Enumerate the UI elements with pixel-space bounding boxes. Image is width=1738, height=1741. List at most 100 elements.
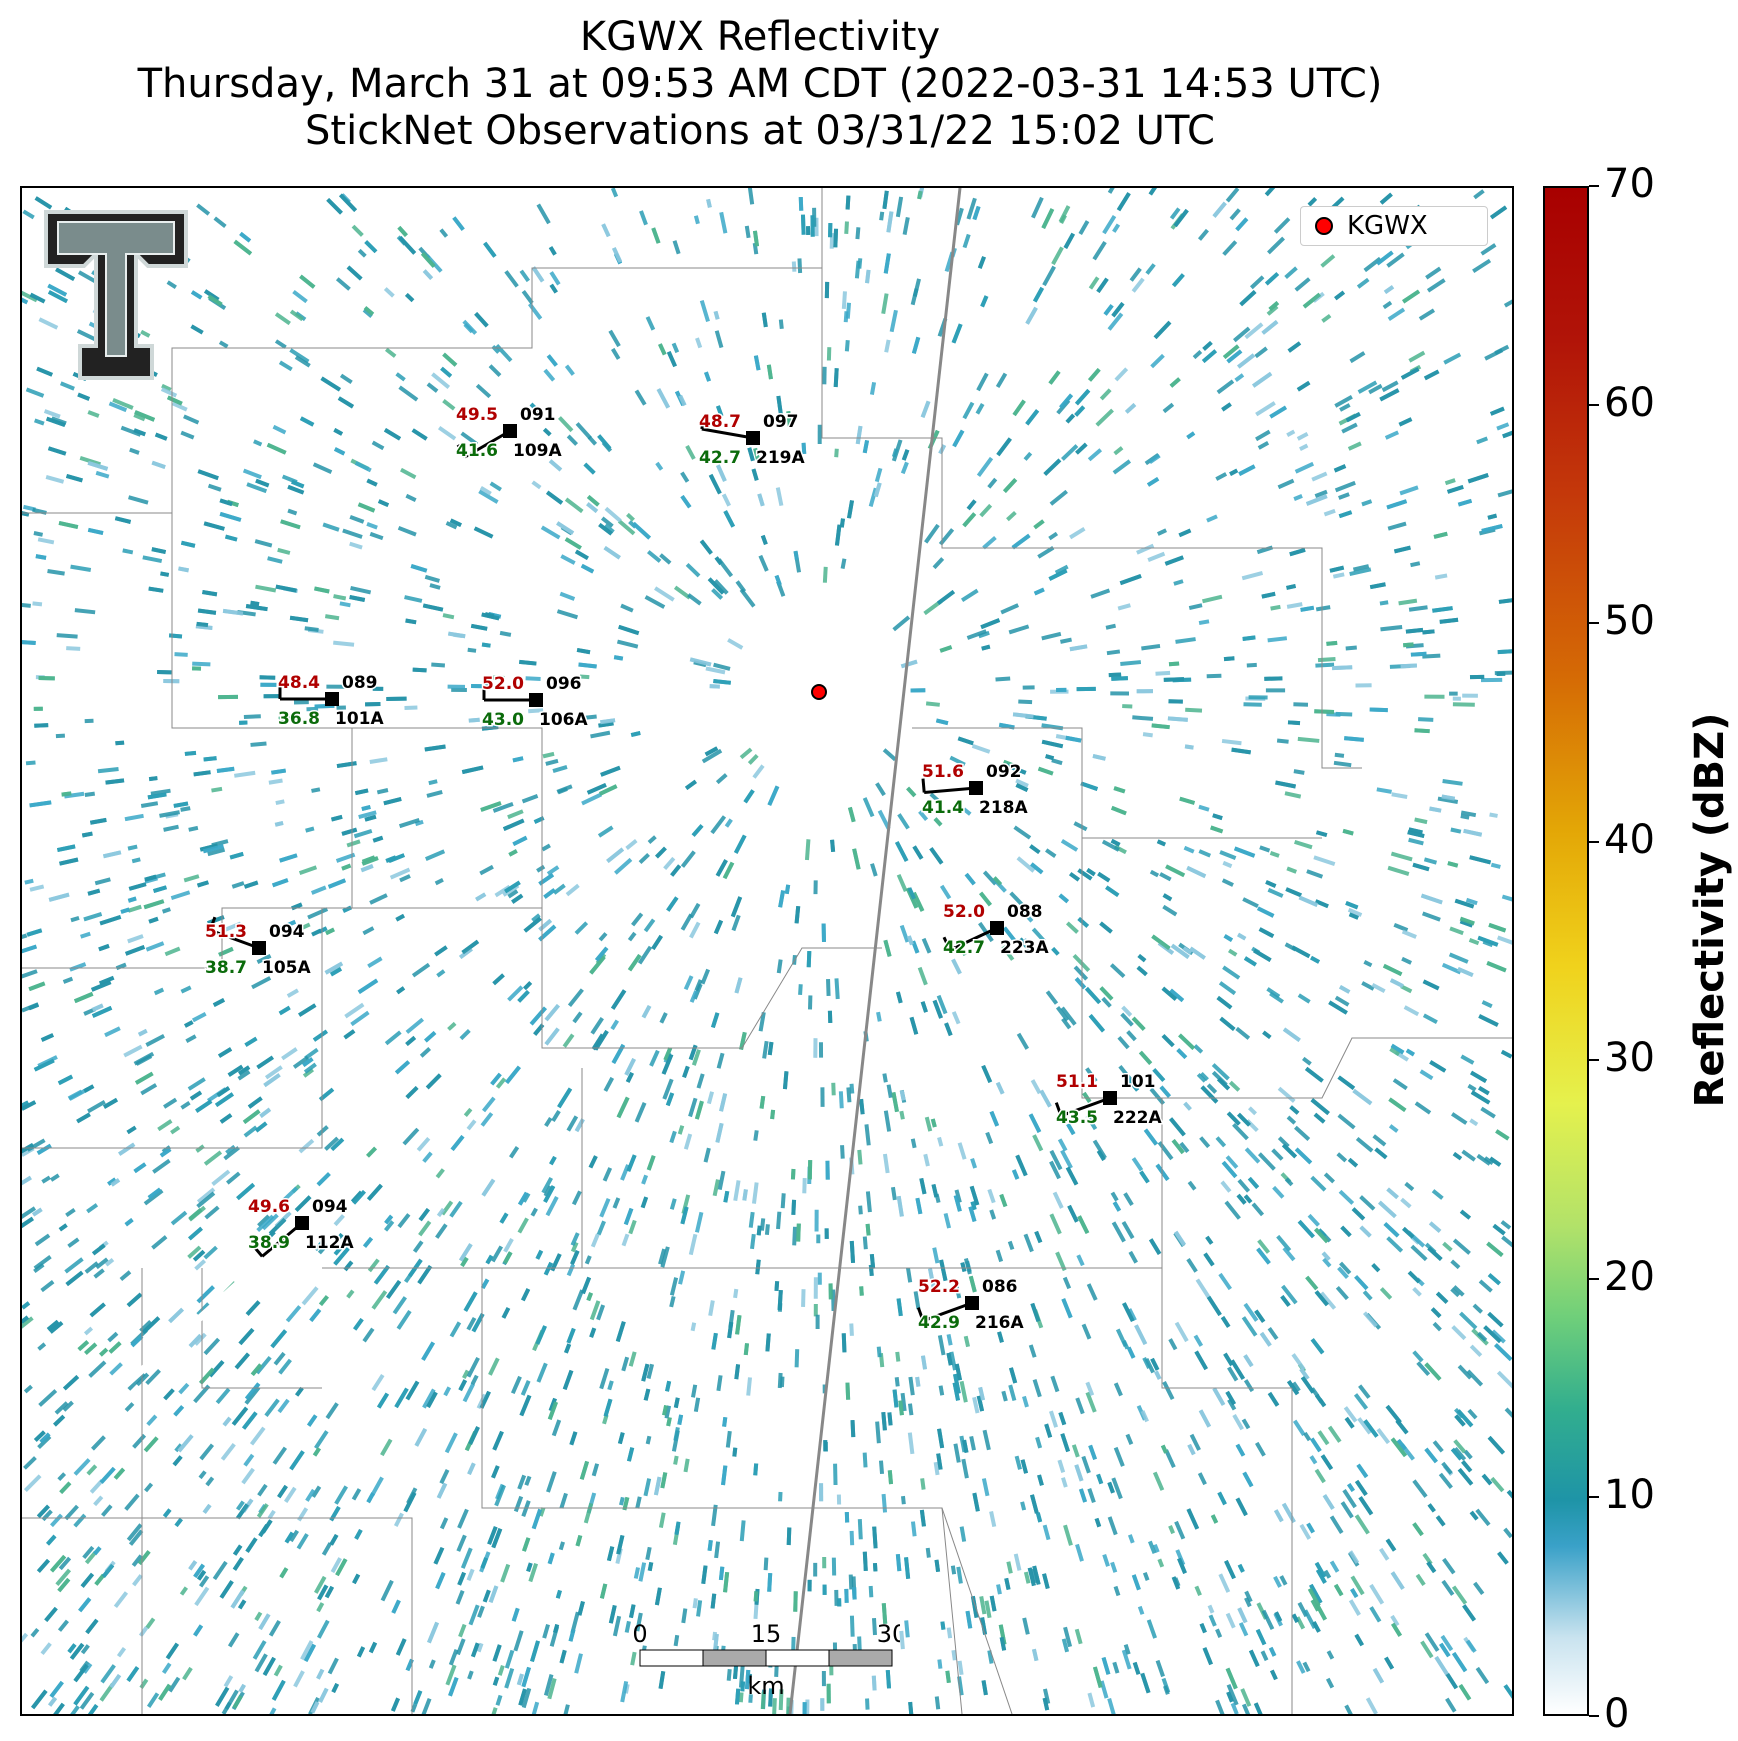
station-dewpoint: 38.9 — [248, 1233, 290, 1253]
station-101A[interactable]: 48.4 089 36.8 101A — [277, 672, 386, 731]
station-marker — [252, 941, 266, 955]
station-wind-dir: 094 — [269, 922, 305, 942]
station-id: 216A — [975, 1313, 1024, 1333]
station-temp: 48.7 — [699, 412, 741, 432]
colorbar-tick-label: 0 — [1604, 1691, 1630, 1737]
title-line-2: Thursday, March 31 at 09:53 AM CDT (2022… — [137, 61, 1383, 107]
station-dewpoint: 36.8 — [278, 709, 320, 729]
station-marker — [1103, 1091, 1117, 1105]
highway-line — [788, 188, 962, 1714]
station-219A[interactable]: 48.7 097 42.7 219A — [698, 411, 807, 470]
station-id: 222A — [1113, 1108, 1162, 1128]
station-109A[interactable]: 49.5 091 41.6 109A — [455, 404, 564, 463]
wind-barb-flag — [921, 778, 926, 793]
colorbar-tick-mark — [1589, 403, 1599, 406]
station-marker — [529, 693, 543, 707]
colorbar-title: Reflectivity (dBZ) — [1687, 712, 1733, 1108]
station-temp: 52.0 — [482, 674, 524, 694]
colorbar-tick-mark — [1589, 622, 1599, 625]
station-marker — [965, 1296, 979, 1310]
station-dewpoint: 42.7 — [943, 938, 985, 958]
station-id: 219A — [756, 448, 805, 468]
wind-barb — [949, 926, 998, 952]
colorbar-tick-label: 20 — [1604, 1253, 1655, 1300]
station-temp: 51.3 — [205, 922, 247, 942]
station-id: 109A — [513, 441, 562, 461]
station-id: 105A — [262, 958, 311, 978]
colorbar-tick-label: 10 — [1604, 1472, 1655, 1519]
station-wind-dir: 091 — [520, 405, 556, 425]
county-borders — [22, 188, 1512, 1714]
wind-barb — [701, 427, 754, 440]
station-temp: 52.2 — [918, 1277, 960, 1297]
station-id: 218A — [979, 798, 1028, 818]
wind-barb — [464, 429, 511, 459]
colorbar-tick-mark — [1589, 1496, 1599, 1499]
station-216A[interactable]: 52.2 086 42.9 216A — [916, 1276, 1026, 1335]
station-id: 101A — [335, 709, 384, 729]
station-wind-dir: 088 — [1007, 902, 1043, 922]
map-title: KGWX Reflectivity Thursday, March 31 at … — [0, 14, 1520, 155]
wind-barb-flag — [456, 444, 467, 458]
station-temp: 49.5 — [456, 405, 498, 425]
scale-tick-30: 30 — [877, 1620, 900, 1648]
station-wind-dir: 096 — [546, 674, 582, 694]
station-222A[interactable]: 51.1 101 43.5 222A — [1055, 1071, 1164, 1130]
station-dewpoint: 43.5 — [1056, 1108, 1098, 1128]
station-106A[interactable]: 52.0 096 43.0 106A — [481, 673, 590, 732]
wind-barb-flag — [208, 916, 217, 931]
station-marker — [295, 1216, 309, 1230]
colorbar-tick-label: 70 — [1604, 161, 1655, 207]
colorbar-tick-mark — [1589, 840, 1599, 843]
wind-barb-flag — [700, 414, 706, 430]
station-marker — [503, 424, 517, 438]
colorbar-tick-mark — [1589, 1277, 1599, 1280]
wind-barb — [922, 1301, 973, 1323]
station-marker — [746, 431, 760, 445]
wind-barb — [1060, 1096, 1111, 1118]
station-temp: 52.0 — [943, 902, 985, 922]
station-temp: 48.4 — [278, 673, 320, 693]
colorbar-tick-label: 40 — [1604, 816, 1655, 863]
station-223A[interactable]: 52.0 088 42.7 223A — [942, 901, 1051, 960]
colorbar-tick-mark — [1589, 1059, 1599, 1062]
radar-map[interactable]: 49.5 091 41.6 109A 48.7 097 42.7 219A 48.4 089 36.… — [20, 186, 1514, 1716]
station-dewpoint: 41.6 — [456, 441, 498, 461]
colorbar-title-wrap: Reflectivity (dBZ) — [1680, 700, 1738, 1120]
station-112A[interactable]: 49.6 094 38.9 112A — [247, 1196, 356, 1258]
station-temp: 51.6 — [922, 762, 964, 782]
station-105A[interactable]: 51.3 094 38.7 105A — [204, 916, 313, 980]
legend-label: KGWX — [1347, 211, 1428, 241]
station-marker — [325, 692, 339, 706]
colorbar — [1543, 186, 1589, 1716]
title-line-3: StickNet Observations at 03/31/22 15:02 … — [305, 108, 1215, 154]
station-marker — [990, 921, 1004, 935]
wind-barb — [209, 928, 260, 950]
radar-site-marker[interactable] — [811, 684, 827, 700]
sticknet-stations: 49.5 091 41.6 109A 48.7 097 42.7 219A 48.4 089 36.… — [204, 404, 1164, 1335]
scale-tick-0: 0 — [632, 1620, 647, 1648]
scale-unit: km — [747, 1672, 784, 1700]
wind-barb-flag — [916, 1307, 925, 1322]
wind-barb-flag — [942, 936, 952, 951]
station-wind-dir: 089 — [342, 673, 378, 693]
station-id: 106A — [539, 710, 588, 730]
station-id: 112A — [305, 1233, 354, 1253]
station-dewpoint: 38.7 — [205, 958, 247, 978]
station-dewpoint: 42.9 — [918, 1313, 960, 1333]
colorbar-tick-mark — [1589, 1715, 1599, 1717]
station-wind-dir: 101 — [1120, 1072, 1156, 1092]
station-dewpoint: 43.0 — [482, 710, 524, 730]
colorbar-tick-label: 30 — [1604, 1035, 1655, 1082]
station-wind-dir: 094 — [312, 1197, 348, 1217]
wind-barb-flag — [252, 1244, 264, 1258]
colorbar-tick-label: 60 — [1604, 379, 1655, 426]
station-dewpoint: 41.4 — [922, 798, 964, 818]
colorbar-tick-mark — [1589, 185, 1599, 187]
colorbar-tick-label: 50 — [1604, 598, 1655, 645]
station-218A[interactable]: 51.6 092 41.4 218A — [921, 761, 1030, 820]
wind-barb — [924, 786, 977, 794]
data-gap-line — [22, 1025, 525, 1481]
station-wind-dir: 092 — [986, 762, 1022, 782]
reflectivity-echoes — [22, 188, 1512, 1714]
